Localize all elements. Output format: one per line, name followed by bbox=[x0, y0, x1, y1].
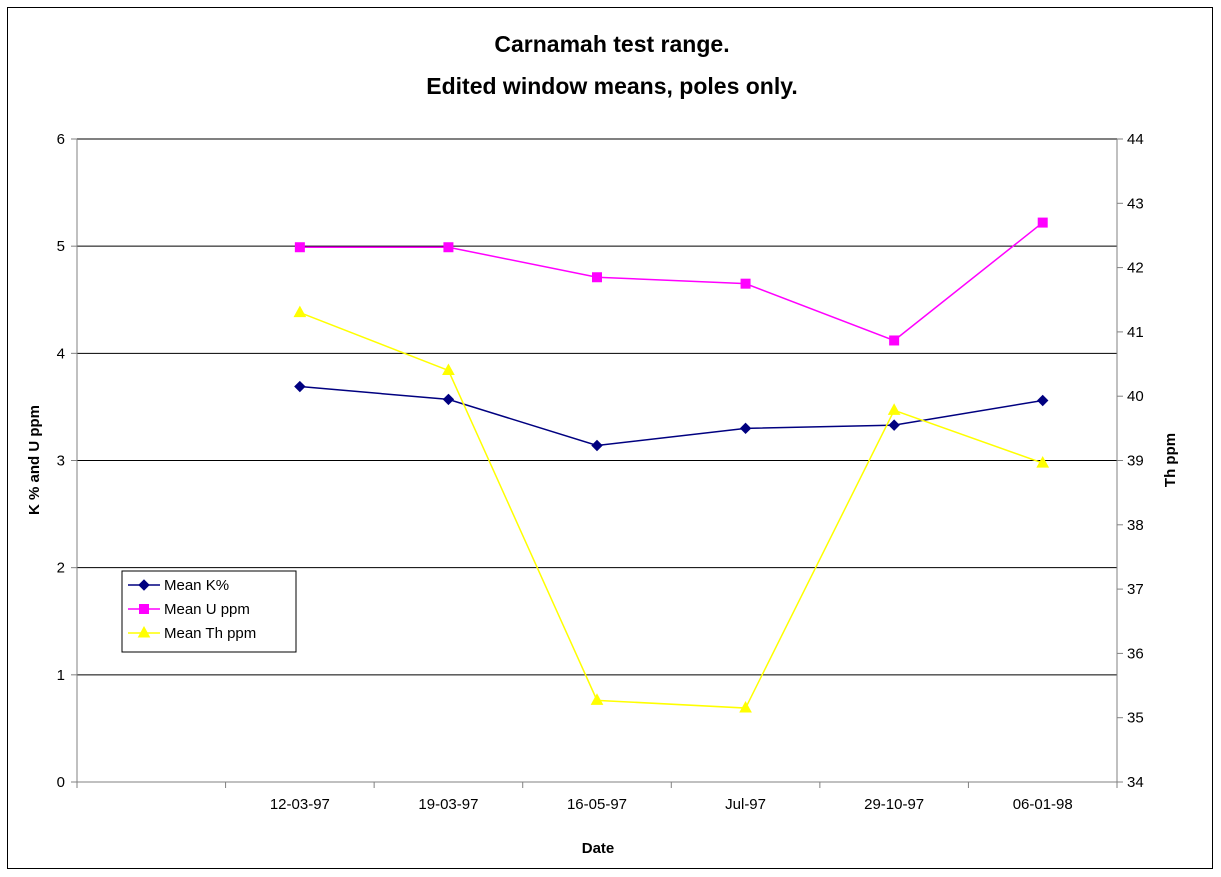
data-point bbox=[442, 363, 455, 375]
data-point bbox=[293, 305, 307, 318]
data-point bbox=[294, 380, 306, 393]
data-point bbox=[294, 242, 305, 253]
y-axis-title-right: Th ppm bbox=[1162, 433, 1179, 487]
data-point bbox=[592, 272, 602, 283]
data-point bbox=[739, 701, 752, 713]
y-left-tick-label: 3 bbox=[57, 453, 65, 470]
y-right-tick-label: 36 bbox=[1127, 645, 1144, 662]
legend-marker bbox=[138, 579, 150, 591]
y-right-tick-label: 40 bbox=[1127, 388, 1144, 405]
y-right-tick-label: 41 bbox=[1127, 324, 1144, 341]
legend-label: Mean U ppm bbox=[164, 601, 250, 618]
chart-title-line-1: Carnamah test range. bbox=[494, 31, 729, 57]
y-right-tick-label: 42 bbox=[1127, 260, 1144, 277]
x-axis-title: Date bbox=[582, 840, 615, 857]
gridlines bbox=[77, 138, 1117, 676]
legend-item: Mean K% bbox=[128, 577, 229, 594]
data-point bbox=[442, 393, 455, 406]
legend-label: Mean Th ppm bbox=[164, 625, 256, 642]
x-tick-label: 16-05-97 bbox=[567, 796, 627, 813]
x-tick-label: 19-03-97 bbox=[418, 796, 478, 813]
chart-frame bbox=[7, 7, 1213, 869]
y-left-tick-label: 4 bbox=[57, 345, 65, 362]
data-point bbox=[1037, 394, 1049, 407]
data-point bbox=[591, 439, 603, 452]
data-point bbox=[443, 242, 454, 253]
series-line bbox=[299, 385, 1043, 447]
x-tick-label: 06-01-98 bbox=[1013, 796, 1073, 813]
y-left-tick-label: 2 bbox=[57, 560, 65, 577]
data-point bbox=[739, 422, 752, 435]
y-right-tick-label: 44 bbox=[1127, 131, 1144, 148]
data-point bbox=[1037, 217, 1048, 228]
legend: Mean K% Mean U ppm Mean Th ppm bbox=[121, 570, 297, 653]
legend-label: Mean K% bbox=[164, 577, 229, 594]
legend-marker bbox=[139, 604, 149, 614]
y-axis-title-left: K % and U ppm bbox=[26, 405, 43, 515]
chart-title-line-2: Edited window means, poles only. bbox=[426, 73, 797, 99]
chart-title: Carnamah test range. Edited window means… bbox=[426, 31, 797, 99]
y-right-tick-label: 35 bbox=[1127, 710, 1144, 727]
y-left-tick-label: 5 bbox=[57, 238, 65, 255]
series-line bbox=[299, 311, 1043, 709]
data-point bbox=[889, 335, 900, 346]
data-point bbox=[740, 278, 751, 289]
y-left-tick-label: 1 bbox=[57, 667, 65, 684]
y-right-tick-label: 37 bbox=[1127, 581, 1144, 598]
y-left-tick-label: 0 bbox=[57, 774, 65, 791]
series-layer bbox=[293, 217, 1050, 713]
data-point bbox=[887, 403, 901, 415]
series-mean-u-ppm bbox=[294, 217, 1048, 346]
legend-marker bbox=[137, 625, 151, 638]
x-tick-label: 12-03-97 bbox=[270, 796, 330, 813]
series-mean-k bbox=[294, 380, 1049, 452]
y-right-tick-label: 39 bbox=[1127, 453, 1144, 470]
x-tick-label: Jul-97 bbox=[725, 796, 766, 813]
legend-item: Mean U ppm bbox=[128, 601, 250, 618]
data-point bbox=[590, 693, 604, 705]
data-point bbox=[1036, 456, 1050, 468]
y-right-tick-label: 43 bbox=[1127, 195, 1144, 212]
y-right-tick-label: 34 bbox=[1127, 774, 1144, 791]
y-left-tick-label: 6 bbox=[57, 131, 65, 148]
series-mean-th-ppm bbox=[293, 305, 1050, 713]
y-right-tick-label: 38 bbox=[1127, 517, 1144, 534]
legend-item: Mean Th ppm bbox=[128, 625, 256, 642]
data-point bbox=[888, 419, 900, 431]
x-tick-label: 29-10-97 bbox=[864, 796, 924, 813]
series-line bbox=[299, 222, 1044, 342]
